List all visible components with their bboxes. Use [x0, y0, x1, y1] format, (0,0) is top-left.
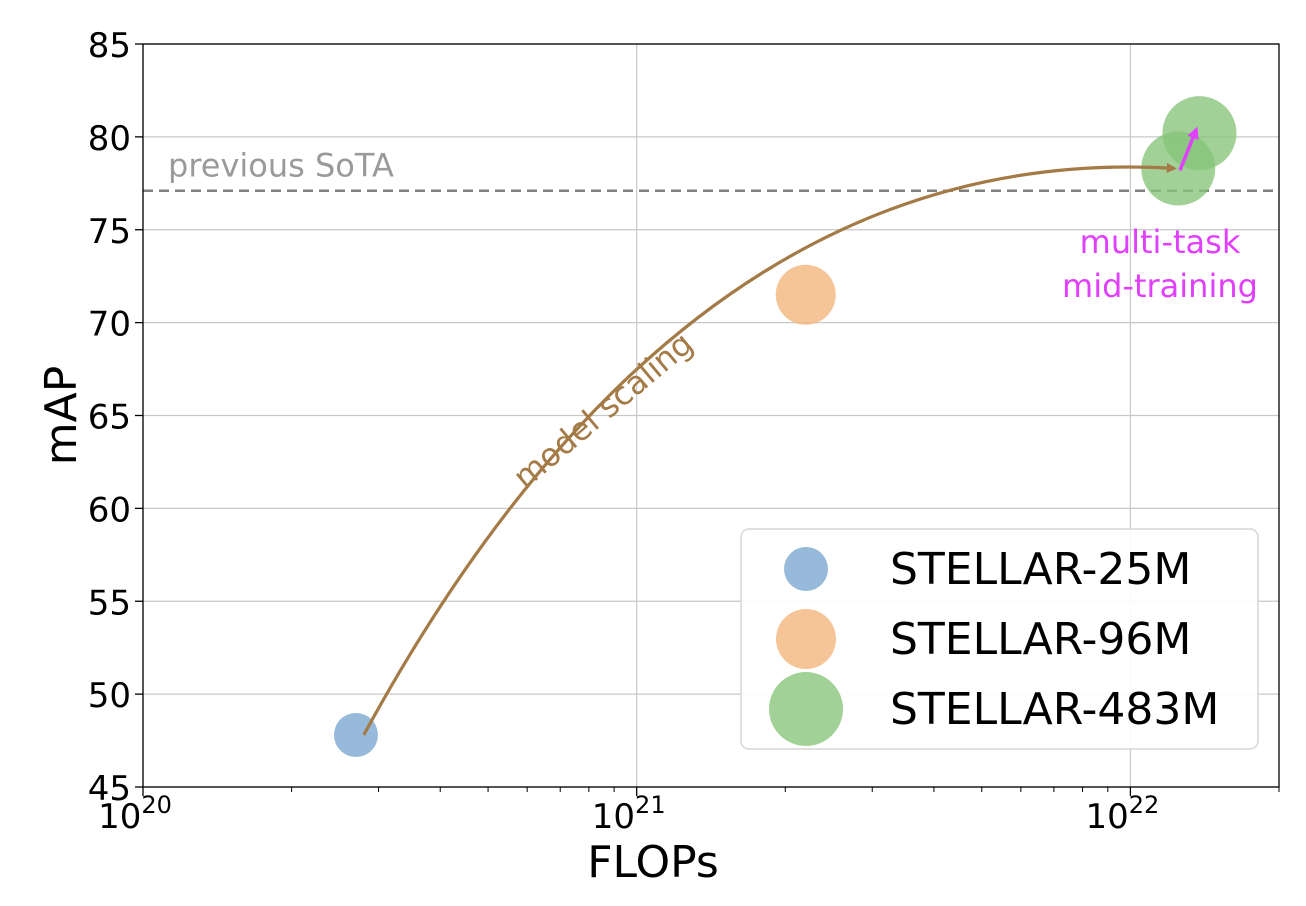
x-tick-base: 10: [592, 797, 635, 837]
legend-label: STELLAR-25M: [890, 544, 1191, 595]
y-tick-label: 75: [88, 212, 131, 252]
y-tick-label: 55: [88, 583, 131, 623]
multi-task-label-line: mid-training: [1062, 267, 1258, 305]
y-tick-label: 50: [88, 676, 131, 716]
model-scaling-label: model scaling: [506, 324, 701, 496]
y-tick-label: 60: [88, 490, 131, 530]
y-tick-label: 65: [88, 398, 131, 438]
x-tick-base: 10: [1085, 797, 1128, 837]
y-axis-label: mAP: [36, 366, 87, 466]
y-tick-label: 70: [88, 305, 131, 345]
reference-line-group: previous SoTA: [143, 147, 1279, 193]
multi-task-arrow: [1178, 126, 1199, 171]
x-axis-label: FLOPs: [587, 837, 719, 888]
y-tick-label: 45: [88, 769, 131, 809]
legend-box: [740, 528, 1259, 750]
x-tick-label: 1021: [592, 791, 666, 837]
x-tick-exponent: 21: [635, 791, 666, 819]
y-tick-label: 80: [88, 119, 131, 159]
x-tick-exponent: 20: [141, 791, 172, 819]
legend-marker: [769, 672, 843, 746]
x-tick-exponent: 22: [1129, 791, 1160, 819]
legend-marker: [784, 547, 828, 591]
legend: STELLAR-25M STELLAR-96M STELLAR-483M: [740, 528, 1259, 750]
data-point: [775, 264, 836, 325]
legend-label: STELLAR-96M: [890, 614, 1191, 665]
x-tick-base: 10: [98, 797, 141, 837]
legend-label: STELLAR-483M: [890, 684, 1219, 735]
data-point: [1162, 96, 1237, 171]
x-tick-label: 1022: [1085, 791, 1159, 837]
data-point: [333, 712, 378, 757]
multi-task-label-line: multi-task: [1080, 223, 1241, 261]
legend-marker: [776, 609, 836, 669]
y-tick-label: 85: [88, 26, 131, 66]
previous-sota-label: previous SoTA: [168, 147, 394, 185]
model-scaling-arrow: [362, 162, 1177, 736]
data-points: [333, 96, 1237, 757]
x-tick-label: 1020: [98, 791, 172, 837]
